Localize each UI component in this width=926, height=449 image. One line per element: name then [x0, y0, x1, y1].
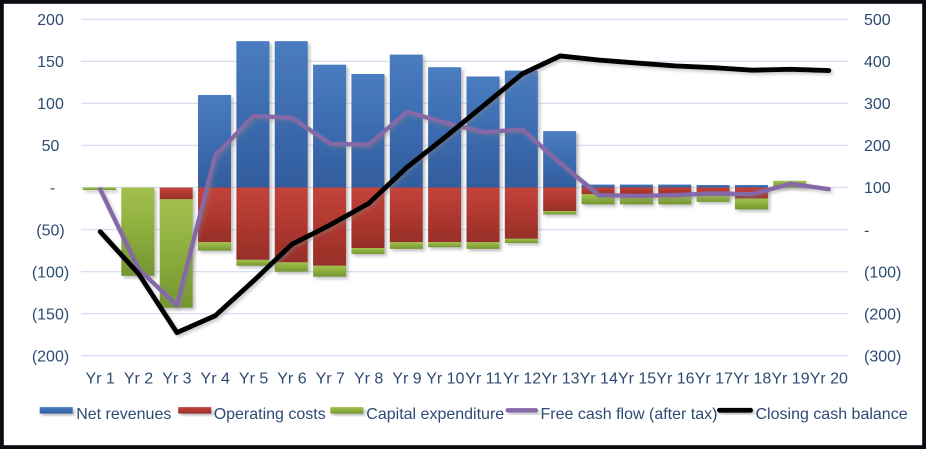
svg-text:Yr 4: Yr 4 [201, 370, 230, 387]
svg-text:Yr 2: Yr 2 [124, 370, 153, 387]
svg-text:Yr 7: Yr 7 [316, 370, 345, 387]
svg-text:Yr 8: Yr 8 [354, 370, 383, 387]
svg-text:Yr 16: Yr 16 [656, 370, 694, 387]
svg-text:Capital expenditure: Capital expenditure [366, 406, 504, 423]
svg-text:50: 50 [42, 138, 60, 155]
svg-text:-: - [864, 222, 869, 239]
svg-text:Yr 19: Yr 19 [771, 370, 809, 387]
svg-text:400: 400 [864, 54, 891, 71]
svg-text:(100): (100) [32, 264, 69, 281]
svg-text:Closing cash balance: Closing cash balance [756, 406, 908, 423]
svg-text:Yr 10: Yr 10 [426, 370, 464, 387]
svg-text:Yr 17: Yr 17 [695, 370, 733, 387]
svg-text:200: 200 [864, 138, 891, 155]
svg-text:100: 100 [864, 180, 891, 197]
svg-text:Free cash flow (after tax): Free cash flow (after tax) [541, 406, 718, 423]
svg-text:300: 300 [864, 96, 891, 113]
svg-text:(200): (200) [864, 306, 901, 323]
svg-text:Yr 13: Yr 13 [541, 370, 579, 387]
svg-text:-: - [50, 180, 55, 197]
svg-text:(50): (50) [36, 222, 64, 239]
svg-text:Yr 18: Yr 18 [733, 370, 771, 387]
svg-text:Yr 14: Yr 14 [580, 370, 618, 387]
svg-text:Yr 3: Yr 3 [162, 370, 191, 387]
svg-text:Yr 9: Yr 9 [392, 370, 421, 387]
svg-text:150: 150 [37, 54, 64, 71]
svg-text:(300): (300) [864, 348, 901, 365]
svg-text:(200): (200) [32, 348, 69, 365]
svg-text:200: 200 [37, 12, 64, 29]
svg-text:(100): (100) [864, 264, 901, 281]
svg-text:Yr 6: Yr 6 [277, 370, 306, 387]
svg-text:Operating costs: Operating costs [214, 406, 326, 423]
svg-text:(150): (150) [32, 306, 69, 323]
svg-text:Yr 1: Yr 1 [85, 370, 114, 387]
svg-text:Yr 5: Yr 5 [239, 370, 268, 387]
svg-text:Yr 15: Yr 15 [618, 370, 656, 387]
svg-text:Net revenues: Net revenues [76, 406, 171, 423]
svg-text:Yr 11: Yr 11 [465, 370, 502, 387]
svg-text:Yr 20: Yr 20 [810, 370, 848, 387]
svg-text:100: 100 [37, 96, 64, 113]
svg-text:500: 500 [864, 12, 891, 29]
svg-text:Yr 12: Yr 12 [503, 370, 541, 387]
